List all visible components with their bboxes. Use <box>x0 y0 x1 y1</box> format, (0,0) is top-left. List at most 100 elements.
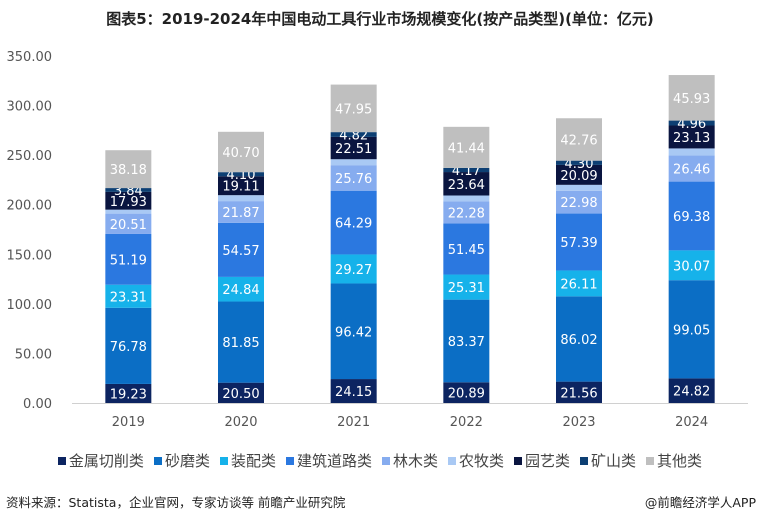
bar-segment <box>443 201 490 224</box>
bar-segment <box>330 254 377 284</box>
data-label: 54.57 <box>222 244 259 259</box>
data-label: 38.18 <box>110 163 147 178</box>
legend-label: 建筑道路类 <box>296 452 372 470</box>
data-label: 45.93 <box>673 92 710 107</box>
data-label: 26.11 <box>560 277 597 292</box>
bar-segment <box>556 270 602 297</box>
bar-segment <box>668 125 715 149</box>
data-label: 24.82 <box>673 385 710 400</box>
bar-segment <box>668 378 715 403</box>
data-label: 25.76 <box>335 172 372 187</box>
legend-item: 其他类 <box>646 450 702 471</box>
bar-segment <box>218 131 264 173</box>
data-label: 64.29 <box>335 217 372 232</box>
x-tick-label: 2019 <box>112 415 145 430</box>
bar-segment <box>330 190 377 255</box>
bar-segment <box>105 213 152 234</box>
data-label: 83.37 <box>448 335 485 350</box>
bar-segment <box>105 284 152 308</box>
legend-label: 装配类 <box>230 452 276 470</box>
bar-segment <box>668 280 715 379</box>
bar-segment <box>556 381 602 403</box>
legend-swatch <box>514 456 523 465</box>
bar-segment <box>218 301 264 383</box>
bar-segment <box>556 164 602 185</box>
bar-segment <box>556 190 602 214</box>
data-label: 21.56 <box>560 386 597 401</box>
data-label: 86.02 <box>560 333 597 348</box>
source-note: 资料来源：Statista，企业官网，专家访谈等 前瞻产业研究院 <box>6 495 346 510</box>
data-label: 20.50 <box>222 387 259 402</box>
data-label: 23.64 <box>448 178 485 193</box>
legend-label: 其他类 <box>657 452 703 470</box>
bar-segment <box>443 223 490 275</box>
data-label: 19.11 <box>222 180 259 195</box>
bar-segment <box>668 155 715 182</box>
data-label: 20.89 <box>448 387 485 402</box>
data-label: 42.76 <box>560 133 597 148</box>
bar-segment <box>330 136 377 160</box>
legend-swatch <box>381 456 390 465</box>
bar-segment <box>105 191 152 210</box>
legend-label: 金属切削类 <box>68 452 144 470</box>
bar-segment <box>443 299 490 383</box>
bar-segment <box>218 276 264 302</box>
chart-title: 图表5：2019-2024年中国电动工具行业市场规模变化(按产品类型)(单位：亿… <box>106 10 654 28</box>
legend-swatch <box>580 456 589 465</box>
bar-segment <box>218 382 264 403</box>
data-label: 23.31 <box>110 290 147 305</box>
data-label: 20.51 <box>110 218 147 233</box>
data-label: 40.70 <box>222 146 259 161</box>
bar-segment <box>218 195 264 202</box>
data-label: 23.13 <box>673 131 710 146</box>
data-label: 19.23 <box>110 387 147 402</box>
data-label: 24.84 <box>222 283 259 298</box>
data-label: 47.95 <box>335 102 372 117</box>
legend-item: 矿山类 <box>580 450 636 471</box>
bar-segment <box>218 201 264 223</box>
legend: 金属切削类 砂磨类 装配类 建筑道路类 林木类 农牧类 园艺类 矿山类 其他类 <box>0 450 760 471</box>
legend-swatch <box>219 456 228 465</box>
y-tick-label: 150.00 <box>7 248 53 263</box>
data-label: 76.78 <box>110 340 147 355</box>
bar-segment <box>330 165 377 191</box>
data-label: 69.38 <box>673 210 710 225</box>
bar-segment <box>443 167 490 173</box>
bar-segment <box>330 84 377 133</box>
legend-item: 林木类 <box>381 450 438 471</box>
legend-swatch <box>57 456 66 465</box>
bar-segment <box>105 233 152 285</box>
legend-label: 砂磨类 <box>164 452 210 470</box>
x-tick-label: 2024 <box>675 415 708 430</box>
y-tick-label: 350.00 <box>7 50 53 65</box>
bar-segment <box>668 148 715 156</box>
bar-segment <box>218 172 264 177</box>
data-label: 25.31 <box>448 281 485 296</box>
legend-item: 装配类 <box>219 450 276 471</box>
data-label: 51.19 <box>110 253 147 268</box>
bar-segment <box>443 172 490 196</box>
bar-segment <box>330 283 377 380</box>
bar-segment <box>105 209 152 214</box>
bar-segment <box>330 132 377 137</box>
bar-segment <box>105 383 152 403</box>
bar-segment <box>556 296 602 382</box>
bar-segment <box>443 382 490 403</box>
x-tick-label: 2021 <box>337 415 370 430</box>
data-label: 96.42 <box>335 325 372 340</box>
y-tick-label: 50.00 <box>15 347 52 362</box>
x-tick-label: 2023 <box>562 415 595 430</box>
bar-segment <box>105 307 152 384</box>
bar-segment <box>668 181 715 251</box>
bar-segment <box>668 250 715 281</box>
bar-segment <box>556 184 602 191</box>
bar-segment <box>330 159 377 166</box>
y-tick-label: 300.00 <box>7 100 53 115</box>
bar-segment <box>218 222 264 277</box>
x-tick-label: 2020 <box>224 415 257 430</box>
data-label: 22.28 <box>448 206 485 221</box>
y-tick-label: 250.00 <box>7 149 53 164</box>
brand-label: @前瞻经济学人APP <box>644 495 756 510</box>
data-label: 4.82 <box>339 129 368 144</box>
